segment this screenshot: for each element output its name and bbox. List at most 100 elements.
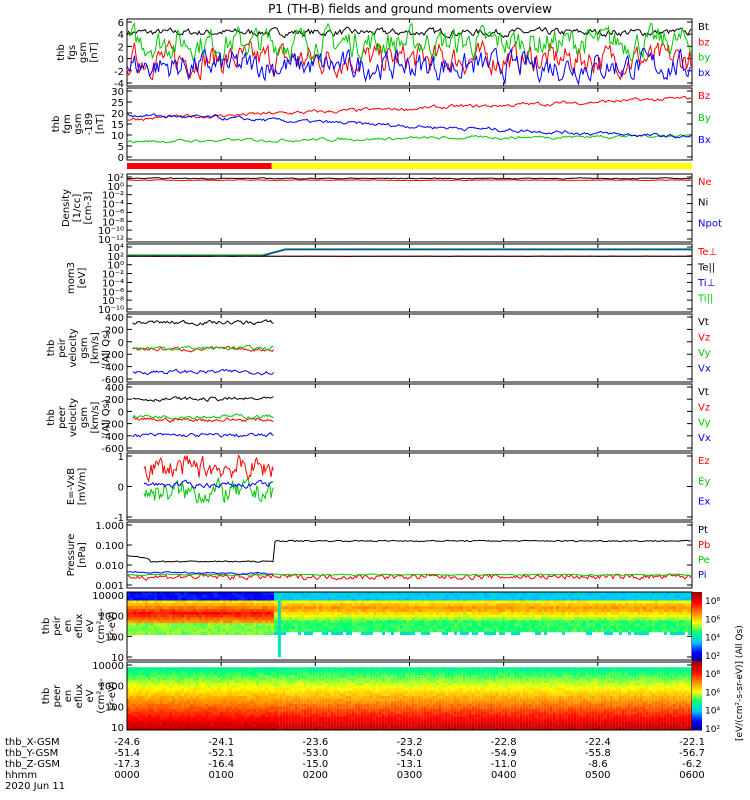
spectrogram-cell <box>375 685 379 689</box>
spectrogram-cell <box>229 672 232 676</box>
spectrogram-cell <box>529 614 532 618</box>
spectrogram-cell <box>544 603 547 607</box>
spectrogram-cell <box>169 603 172 607</box>
spectrogram-cell <box>274 614 277 618</box>
spectrogram-cell <box>151 614 154 618</box>
spectrogram-cell <box>127 623 130 627</box>
spectrogram-cell <box>442 609 445 613</box>
spectrogram-cell <box>178 626 181 630</box>
spectrogram-cell <box>325 623 328 627</box>
spectrogram-cell <box>675 675 679 679</box>
spectrogram-cell <box>670 603 673 607</box>
spectrogram-cell <box>280 606 283 610</box>
spectrogram-cell <box>387 690 391 694</box>
spectrogram-cell <box>414 675 418 679</box>
spectrogram-cell <box>598 606 601 610</box>
spectrogram-cell <box>571 617 574 621</box>
spectrogram-cell <box>208 594 211 599</box>
spectrogram-cell <box>687 685 691 689</box>
spectrogram-cell <box>610 623 613 627</box>
spectrogram-cell <box>591 675 595 679</box>
spectrogram-cell <box>265 688 268 692</box>
spectrogram-cell <box>424 600 427 604</box>
spectrogram-cell <box>160 620 163 624</box>
spectrogram-cell <box>588 667 592 671</box>
spectrogram-cell <box>381 690 385 694</box>
spectrogram-cell <box>415 600 418 604</box>
spectrogram-cell <box>262 592 265 596</box>
spectrogram-cell <box>526 606 529 610</box>
spectrogram-cell <box>481 603 484 607</box>
spectrogram-cell <box>541 623 544 627</box>
spectrogram-cell <box>682 597 685 601</box>
spectrogram-cell <box>472 626 475 630</box>
spectrogram-cell <box>535 611 538 616</box>
spectrogram-cell <box>151 675 154 679</box>
legend-vz: Vz <box>698 333 710 344</box>
spectrogram-cell <box>438 685 442 689</box>
spectrogram-cell <box>618 677 622 681</box>
spectrogram-cell <box>630 680 634 684</box>
spectrogram-cell <box>403 623 406 627</box>
spectrogram-cell <box>370 620 373 624</box>
spectrogram-cell <box>568 611 571 616</box>
spectrogram-cell <box>489 682 493 687</box>
spectrogram-cell <box>235 677 238 681</box>
spectrogram-cell <box>657 688 661 692</box>
spectrogram-cell <box>166 626 169 630</box>
spectrogram-cell <box>289 623 292 627</box>
spectrogram-cell <box>660 682 664 687</box>
spectrogram-cell <box>256 609 259 613</box>
spectrogram-cell <box>543 672 547 676</box>
spectrogram-cell <box>505 597 508 601</box>
spectrogram-cell <box>394 597 397 601</box>
spectrogram-cell <box>151 620 154 624</box>
spectrogram-cell <box>604 631 607 635</box>
spectrogram-cell <box>424 603 427 607</box>
spectrogram-cell <box>466 592 469 596</box>
spectrogram-cell <box>471 672 475 676</box>
spectrogram-cell <box>387 667 391 671</box>
spectrogram-cell <box>292 623 295 627</box>
spectrogram-cell <box>229 677 232 681</box>
spectrogram-cell <box>235 606 238 610</box>
spectrogram-cell <box>211 680 214 684</box>
spectrogram-cell <box>543 669 547 673</box>
spectrogram-cell <box>253 628 256 633</box>
spectrogram-cell <box>618 675 622 679</box>
spectrogram-cell <box>681 675 685 679</box>
spectrogram-cell <box>682 606 685 610</box>
spectrogram-cell <box>667 603 670 607</box>
spectrogram-cell <box>393 690 397 694</box>
spectrogram-cell <box>646 623 649 627</box>
spectrogram-cell <box>384 690 388 694</box>
spectrogram-cell <box>175 628 178 633</box>
spectrogram-cell <box>412 617 415 621</box>
spectrogram-cell <box>319 614 322 618</box>
spectrogram-cell <box>456 690 460 694</box>
spectrogram-cell <box>217 680 220 684</box>
spectrogram-cell <box>538 594 541 599</box>
spectrogram-cell <box>571 597 574 601</box>
spectrogram-cell <box>670 631 673 635</box>
spectrogram-cell <box>600 688 604 692</box>
spectrogram-cell <box>496 620 499 624</box>
spectrogram-cell <box>288 672 292 676</box>
spectrogram-cell <box>481 611 484 616</box>
spectrogram-cell <box>436 597 439 601</box>
spectrogram-cell <box>676 594 679 599</box>
spectrogram-cell <box>391 614 394 618</box>
spectrogram-cell <box>399 669 403 673</box>
spectrogram-cell <box>465 669 469 673</box>
spectrogram-cell <box>496 617 499 621</box>
spectrogram-cell <box>394 603 397 607</box>
spectrogram-cell <box>268 592 271 596</box>
spectrogram-cell <box>504 677 508 681</box>
spectrogram-cell <box>190 628 193 633</box>
spectrogram-cell <box>523 620 526 624</box>
spectrogram-cell <box>292 611 295 616</box>
spectrogram-cell <box>355 603 358 607</box>
spectrogram-cell <box>379 594 382 599</box>
spectrogram-cell <box>238 614 241 618</box>
